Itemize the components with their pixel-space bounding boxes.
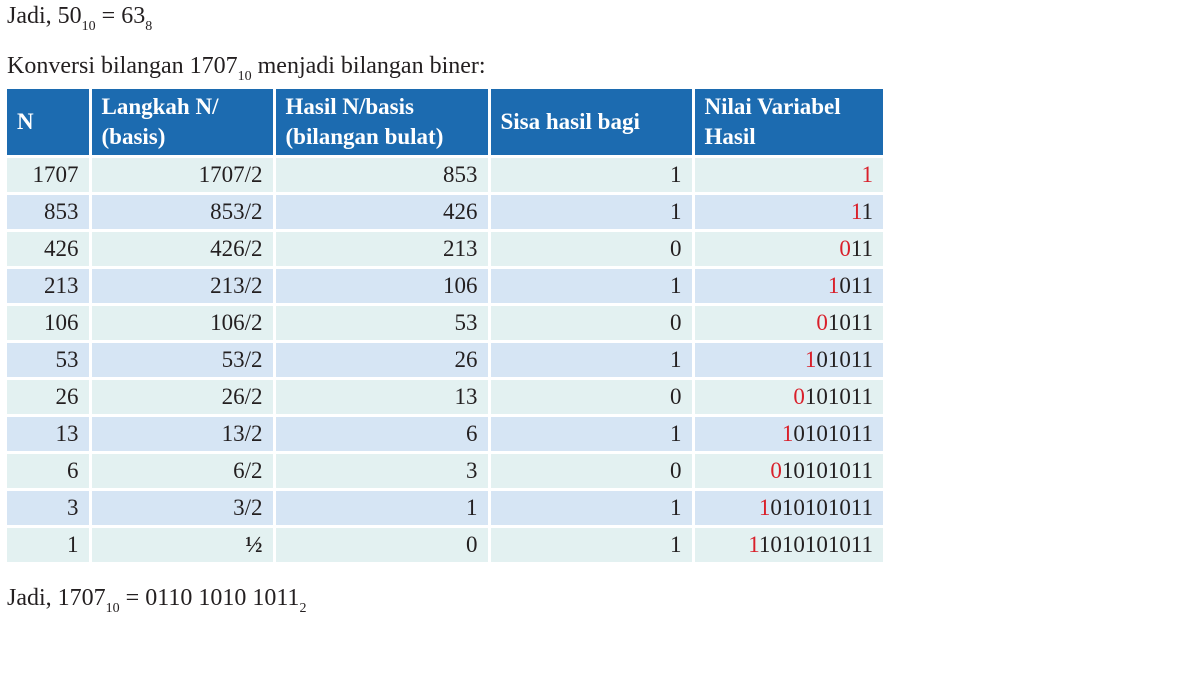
cell-step: 213/2 (90, 266, 276, 305)
previous-bits: 1010101011 (758, 532, 873, 557)
cell-remainder: 0 (489, 377, 695, 416)
cell-n: 53 (7, 340, 92, 379)
previous-bits: 11 (850, 236, 873, 261)
table-row: 13 13/2 6 1 10101011 (7, 414, 883, 453)
cell-n: 3 (7, 488, 92, 527)
cell-result: 106 (274, 266, 491, 305)
cell-value: 0101011 (693, 377, 883, 416)
previous-bits: 011 (839, 273, 873, 298)
new-bit: 0 (816, 310, 828, 335)
previous-bits: 010101011 (770, 495, 873, 520)
cell-step: 106/2 (90, 303, 276, 342)
new-bit: 1 (827, 273, 840, 298)
previous-bits: 10101011 (781, 458, 873, 483)
cell-step: 13/2 (90, 414, 276, 453)
cell-remainder: 1 (489, 155, 695, 194)
cell-n: 213 (7, 266, 92, 305)
header-n: N (7, 89, 92, 157)
new-bit: 1 (781, 421, 794, 446)
new-bit: 0 (839, 236, 851, 261)
table-row: 1 ½ 0 1 11010101011 (7, 525, 883, 562)
previous-bits: 1011 (827, 310, 873, 335)
header-value: Nilai Variabel Hasil (693, 89, 883, 157)
cell-remainder: 0 (489, 451, 695, 490)
cell-step: ½ (90, 525, 276, 562)
cell-result: 0 (274, 525, 491, 562)
cell-step: 53/2 (90, 340, 276, 379)
previous-bits: 0101011 (793, 421, 873, 446)
cell-step: 1707/2 (90, 155, 276, 194)
cell-value: 1010101011 (693, 488, 883, 527)
cell-step: 426/2 (90, 229, 276, 268)
section-heading: Konversi bilangan 170710 menjadi bilanga… (7, 53, 486, 84)
final-conclusion: Jadi, 170710 = 0110 1010 10112 (7, 585, 307, 616)
cell-step: 853/2 (90, 192, 276, 231)
table-row: 53 53/2 26 1 101011 (7, 340, 883, 379)
table-row: 3 3/2 1 1 1010101011 (7, 488, 883, 527)
cell-value: 11 (693, 192, 883, 231)
cell-value: 010101011 (693, 451, 883, 490)
cell-result: 853 (274, 155, 491, 194)
cell-remainder: 0 (489, 229, 695, 268)
cell-result: 26 (274, 340, 491, 379)
new-bit: 1 (850, 199, 862, 224)
cell-step: 6/2 (90, 451, 276, 490)
cell-remainder: 1 (489, 266, 695, 305)
new-bit: 1 (758, 495, 771, 520)
cell-result: 13 (274, 377, 491, 416)
header-result: Hasil N/basis (bilangan bulat) (274, 89, 491, 157)
cell-result: 6 (274, 414, 491, 453)
table-row: 213 213/2 106 1 1011 (7, 266, 883, 305)
table-row: 106 106/2 53 0 01011 (7, 303, 883, 342)
cell-result: 213 (274, 229, 491, 268)
cell-n: 853 (7, 192, 92, 231)
cell-remainder: 1 (489, 525, 695, 562)
header-step: Langkah N/(basis) (90, 89, 276, 157)
cell-value: 01011 (693, 303, 883, 342)
cell-remainder: 0 (489, 303, 695, 342)
previous-bits: 01011 (816, 347, 873, 372)
cell-remainder: 1 (489, 414, 695, 453)
previous-bits: 1 (861, 199, 874, 224)
cell-step: 26/2 (90, 377, 276, 416)
table-row: 26 26/2 13 0 0101011 (7, 377, 883, 416)
table-row: 6 6/2 3 0 010101011 (7, 451, 883, 490)
cell-n: 6 (7, 451, 92, 490)
cell-value: 101011 (693, 340, 883, 379)
new-bit: 1 (804, 347, 817, 372)
binary-conversion-table: N Langkah N/(basis) Hasil N/basis (bilang… (7, 89, 883, 562)
previous-bits: 101011 (804, 384, 873, 409)
cell-value: 1011 (693, 266, 883, 305)
cell-value: 1 (693, 155, 883, 194)
cell-n: 1707 (7, 155, 92, 194)
new-bit: 0 (770, 458, 782, 483)
intro-conclusion-50: Jadi, 5010 = 638 (7, 3, 153, 34)
cell-value: 11010101011 (693, 525, 883, 562)
cell-remainder: 1 (489, 192, 695, 231)
cell-n: 426 (7, 229, 92, 268)
cell-n: 26 (7, 377, 92, 416)
cell-result: 1 (274, 488, 491, 527)
cell-remainder: 1 (489, 340, 695, 379)
table-row: 1707 1707/2 853 1 1 (7, 155, 883, 194)
new-bit: 0 (793, 384, 805, 409)
cell-result: 3 (274, 451, 491, 490)
new-bit: 1 (748, 532, 759, 557)
cell-step: 3/2 (90, 488, 276, 527)
cell-result: 426 (274, 192, 491, 231)
cell-n: 13 (7, 414, 92, 453)
cell-result: 53 (274, 303, 491, 342)
cell-n: 106 (7, 303, 92, 342)
cell-value: 011 (693, 229, 883, 268)
table-row: 853 853/2 426 1 11 (7, 192, 883, 231)
new-bit: 1 (861, 162, 874, 187)
cell-remainder: 1 (489, 488, 695, 527)
table-header-row: N Langkah N/(basis) Hasil N/basis (bilang… (7, 89, 883, 157)
cell-value: 10101011 (693, 414, 883, 453)
table-row: 426 426/2 213 0 011 (7, 229, 883, 268)
header-remainder: Sisa hasil bagi (489, 89, 695, 157)
cell-n: 1 (7, 525, 92, 562)
